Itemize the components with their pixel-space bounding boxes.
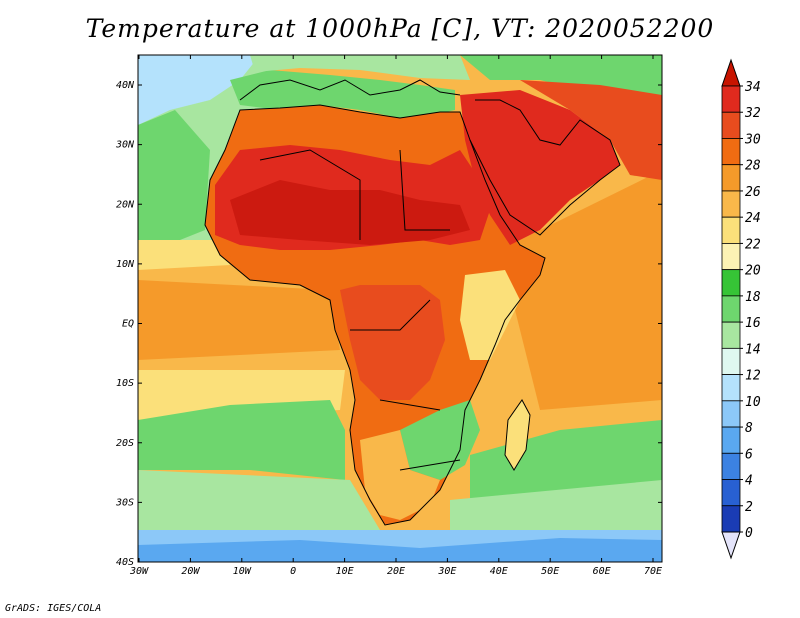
southern-colder (138, 538, 662, 562)
colorbar-label: 4 (745, 474, 753, 489)
border-central (350, 299, 461, 471)
lon-tick-label: 20E (387, 566, 405, 577)
colorbar-label: 8 (745, 421, 753, 436)
lat-tick-label: 30S (115, 497, 134, 508)
south-atlantic-cool (138, 470, 380, 530)
colorbar-segment (721, 190, 741, 218)
colorbar-segment (721, 164, 741, 192)
colorbar-segment (721, 452, 741, 480)
lon-tick-label: 20W (181, 566, 200, 577)
south-indian-cool (450, 480, 662, 540)
colorbar-segment (721, 505, 741, 533)
credit-text: GrADS: IGES/COLA (5, 603, 102, 614)
colorbar-segment (721, 269, 741, 297)
south-atlantic-green (138, 400, 345, 480)
lat-tick-label: 40S (116, 557, 134, 568)
temperature-field (138, 55, 662, 562)
equatorial-atlantic (138, 280, 340, 360)
lon-tick-label: 10E (336, 566, 354, 577)
lon-tick-label: 40E (490, 566, 508, 577)
colorbar-segment (721, 479, 741, 507)
africa-coast (204, 104, 546, 526)
lon-tick-label: 30E (437, 566, 456, 577)
colorbar-label: 34 (744, 80, 761, 95)
lat-tick-marks (138, 84, 662, 563)
colorbar-label: 18 (745, 290, 761, 305)
colorbar-segment (721, 85, 741, 113)
lon-tick-label: 0 (290, 566, 296, 577)
colorbar-segment (721, 321, 741, 349)
colorbar-segment (721, 426, 741, 454)
madagascar (505, 400, 530, 470)
colorbar-label: 22 (745, 237, 761, 252)
lat-tick-label: 10S (116, 378, 134, 389)
colorbar-segment (721, 111, 741, 139)
lon-tick-label: 70E (644, 566, 662, 577)
southern-africa-warm (360, 430, 440, 520)
colorbar-label: 14 (745, 342, 761, 357)
lon-tick-label: 10W (233, 566, 252, 577)
sahara-core (230, 180, 470, 245)
colorbar-segment (721, 347, 741, 375)
border-sahara-2 (399, 149, 450, 231)
colorbar-label: 32 (744, 106, 761, 121)
colorbar-label: 10 (745, 395, 761, 410)
east-africa-mild (460, 270, 520, 360)
central-africa (340, 280, 445, 400)
colorbar-label: 0 (745, 526, 753, 541)
iran-land (520, 80, 662, 180)
lat-tick-label: 10N (116, 259, 135, 270)
colorbar-label: 20 (745, 264, 761, 279)
europe-cool (250, 55, 470, 80)
lon-tick-label: 30W (129, 566, 149, 577)
lat-tick-label: 30N (115, 140, 135, 151)
indian-ocean-warm (500, 170, 662, 410)
north-atlantic-cool (138, 55, 260, 125)
atlantic-warm (138, 240, 230, 270)
colorbar-label: 24 (745, 211, 761, 226)
colorbar-label: 16 (745, 316, 761, 331)
colorbar-label: 28 (745, 159, 761, 174)
colorbar-segment (721, 138, 741, 166)
colorbar-label: 6 (745, 447, 753, 462)
border-sahara-1 (259, 149, 361, 240)
lat-tick-label: 40N (116, 80, 135, 91)
colorbar-segment (721, 216, 741, 244)
colorbar-segment (721, 400, 741, 428)
sahel-warm (225, 250, 470, 285)
lat-tick-label: 20S (116, 438, 134, 449)
map-title: Temperature at 1000hPa [C], VT: 20200522… (85, 14, 715, 43)
map-frame (137, 54, 663, 563)
colorbar-segment (721, 374, 741, 402)
lon-tick-marks (138, 55, 654, 562)
lat-tick-labels: 40N 30N 20N 10N EQ 10S 20S 30S 40S (115, 80, 135, 568)
colorbar-segment (721, 295, 741, 323)
europe-coast (239, 79, 461, 101)
colorbar-top-arrow (721, 58, 741, 87)
colorbar-segment (721, 243, 741, 271)
lon-tick-label: 60E (593, 566, 611, 577)
arabia-coast (469, 99, 621, 236)
lat-tick-label: EQ (122, 319, 134, 330)
coastlines (204, 79, 621, 526)
madagascar-coast (504, 399, 531, 471)
arabia-land (460, 90, 620, 245)
colorbar-label: 2 (745, 500, 753, 515)
lat-tick-label: 20N (116, 199, 135, 210)
colorbar-label: 26 (745, 185, 761, 200)
atlantic-green (138, 110, 210, 240)
lon-tick-labels: 30W 20W 10W 0 10E 20E 30E 40E 50E 60E 70E (129, 566, 662, 577)
colorbar-label: 30 (744, 132, 761, 147)
colorbar-bottom-arrow (721, 531, 741, 560)
colorbar-label: 12 (745, 369, 761, 384)
lon-tick-label: 50E (541, 566, 559, 577)
